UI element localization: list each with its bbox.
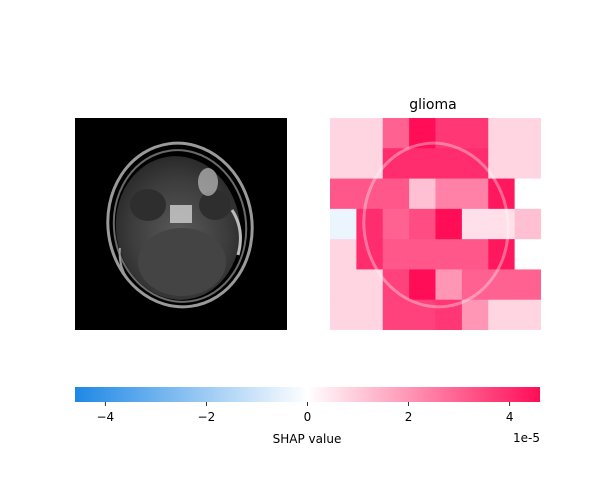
heatmap-cell xyxy=(488,148,516,180)
heatmap-cell xyxy=(514,208,541,240)
heatmap-cell xyxy=(330,269,357,301)
heatmap-cell xyxy=(382,148,410,180)
input-image-panel xyxy=(75,118,287,330)
shap-cells xyxy=(330,118,541,330)
heatmap-cell xyxy=(356,208,384,240)
colorbar-tick-label: −2 xyxy=(198,410,216,424)
colorbar-tick-label: 2 xyxy=(405,410,413,424)
colorbar: −4 −2 0 2 4 SHAP value 1e-5 xyxy=(75,387,540,446)
heatmap-cell xyxy=(435,208,463,240)
colorbar-ticks: −4 −2 0 2 4 xyxy=(96,402,513,424)
heatmap-cell xyxy=(488,208,516,240)
colorbar-gradient xyxy=(75,387,540,402)
heatmap-cell xyxy=(461,299,489,330)
heatmap-cell xyxy=(330,178,357,210)
heatmap-cell xyxy=(488,299,516,330)
heatmap-cell xyxy=(461,178,489,210)
heatmap-cell xyxy=(435,148,463,180)
heatmap-cell xyxy=(382,239,410,270)
mri-scan xyxy=(106,141,254,309)
heatmap-cell xyxy=(409,118,437,149)
heatmap-cell xyxy=(514,178,541,210)
colorbar-tick-label: 4 xyxy=(506,410,514,424)
heatmap-cell xyxy=(514,269,541,301)
heatmap-cell xyxy=(514,148,541,180)
heatmap-cell xyxy=(382,299,410,330)
heatmap-cell xyxy=(514,239,541,270)
shap-map-panel: glioma xyxy=(330,97,541,330)
heatmap-cell xyxy=(356,239,384,270)
heatmap-cell xyxy=(356,178,384,210)
colorbar-label: SHAP value xyxy=(273,432,342,446)
panel-title: glioma xyxy=(409,97,456,113)
heatmap-cell xyxy=(409,148,437,180)
heatmap-cell xyxy=(382,118,410,149)
heatmap-cell xyxy=(356,118,384,149)
heatmap-cell xyxy=(330,148,357,180)
heatmap-cell xyxy=(409,299,437,330)
heatmap-cell xyxy=(435,118,463,149)
heatmap-cell xyxy=(330,299,357,330)
heatmap-cell xyxy=(435,178,463,210)
heatmap-cell xyxy=(461,118,489,149)
heatmap-cell xyxy=(330,208,357,240)
heatmap-cell xyxy=(488,178,516,210)
heatmap-cell xyxy=(435,299,463,330)
heatmap-cell xyxy=(382,178,410,210)
heatmap-cell xyxy=(382,269,410,301)
heatmap-cell xyxy=(461,208,489,240)
colorbar-offset-text: 1e-5 xyxy=(513,431,540,445)
heatmap-cell xyxy=(461,148,489,180)
heatmap-cell xyxy=(382,208,410,240)
colorbar-tick-label: 0 xyxy=(304,410,312,424)
heatmap-cell xyxy=(409,178,437,210)
heatmap-cell xyxy=(409,239,437,270)
heatmap-cell xyxy=(488,239,516,270)
heatmap-cell xyxy=(488,269,516,301)
heatmap-cell xyxy=(356,148,384,180)
heatmap-cell xyxy=(356,299,384,330)
heatmap-cell xyxy=(461,239,489,270)
colorbar-tick-label: −4 xyxy=(96,410,114,424)
heatmap-cell xyxy=(514,118,541,149)
heatmap-cell xyxy=(488,118,516,149)
heatmap-cell xyxy=(435,269,463,301)
heatmap-cell xyxy=(514,299,541,330)
heatmap-cell xyxy=(435,239,463,270)
heatmap-cell xyxy=(409,269,437,301)
heatmap-cell xyxy=(409,208,437,240)
heatmap-cell xyxy=(356,269,384,301)
heatmap-cell xyxy=(330,239,357,270)
heatmap-cell xyxy=(330,118,357,149)
heatmap-cell xyxy=(461,269,489,301)
